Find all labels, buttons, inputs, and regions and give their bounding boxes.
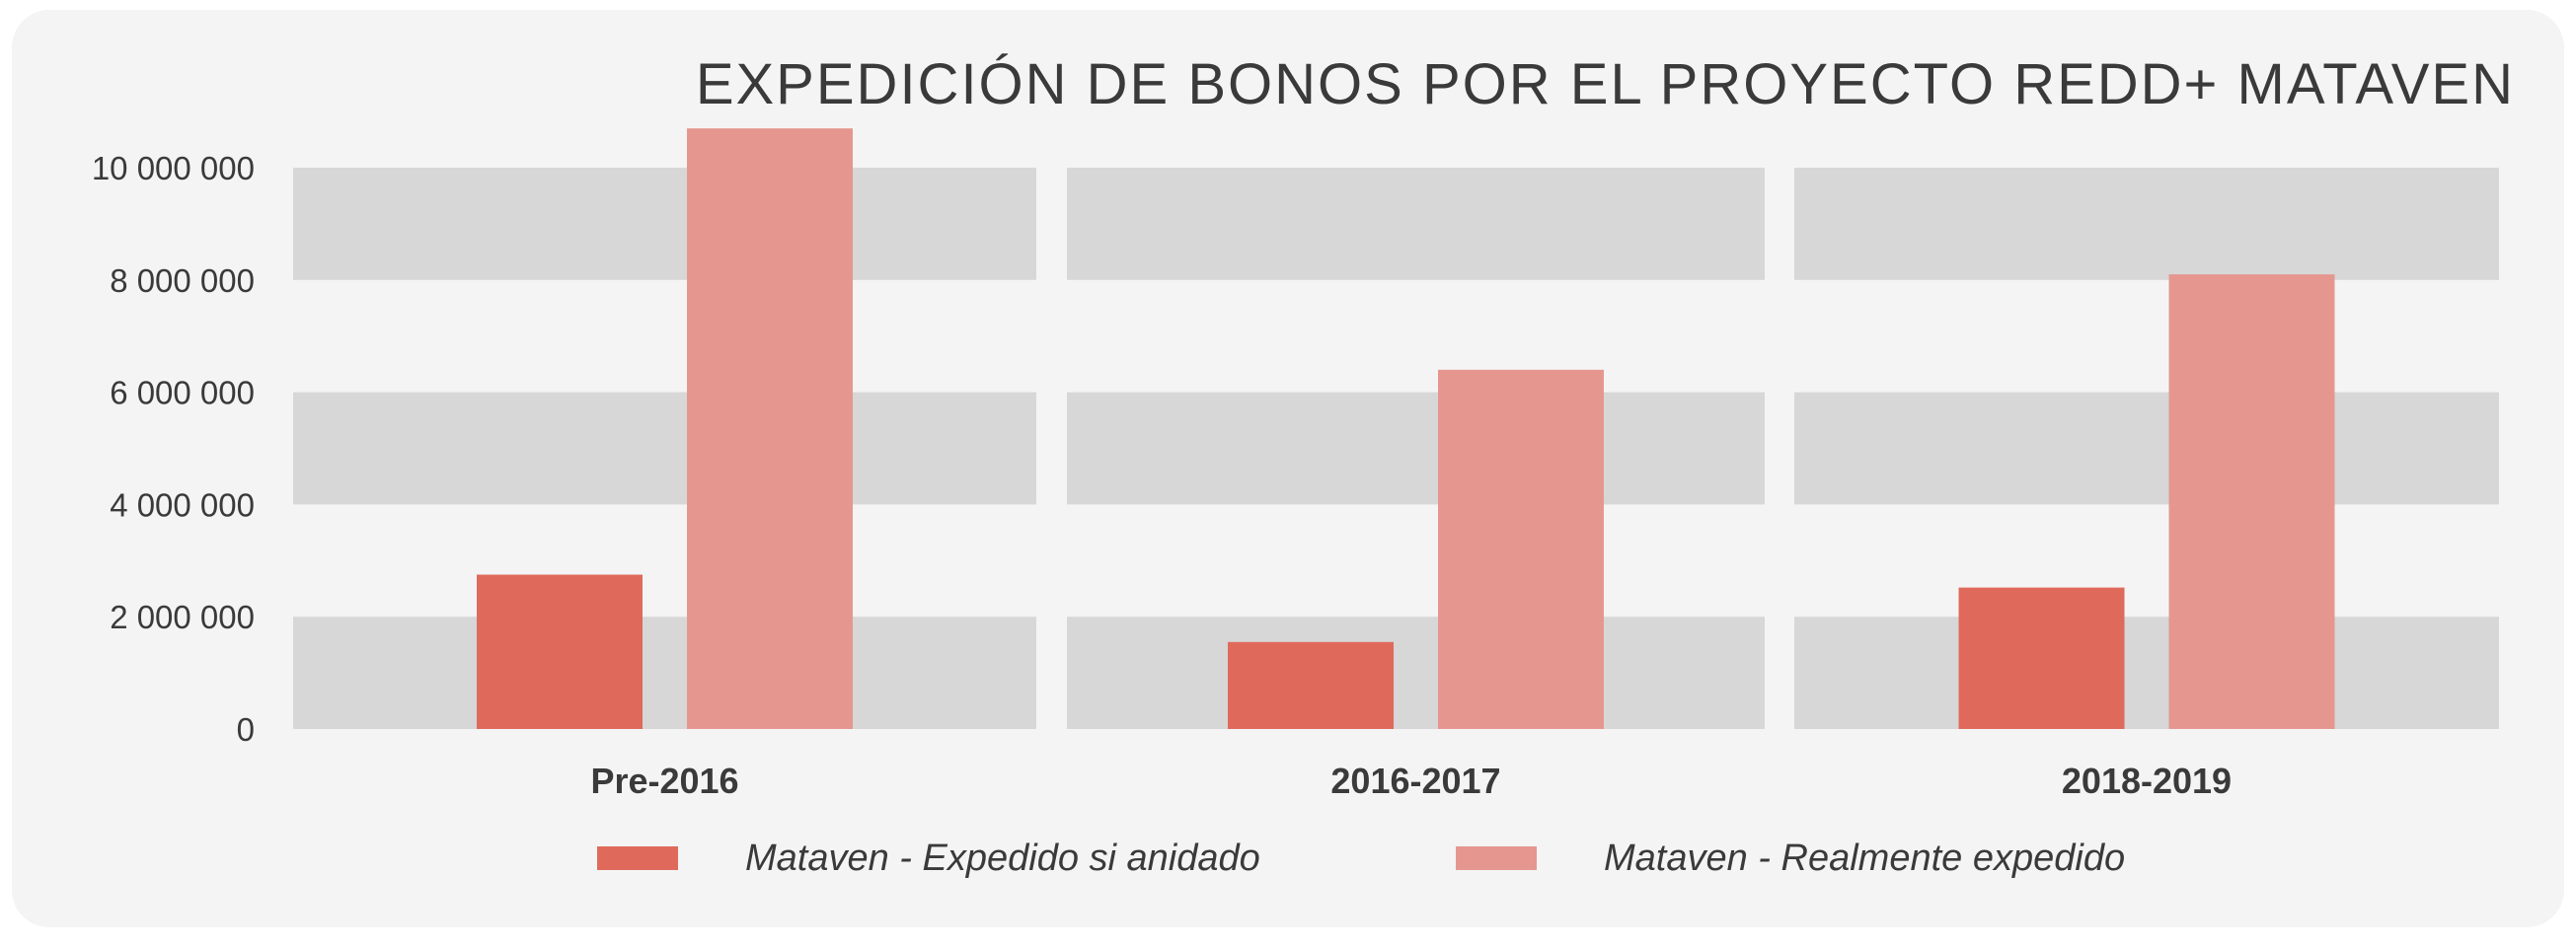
- bar-expedido-si-anidado: [477, 574, 643, 729]
- y-tick-label: 0: [237, 711, 255, 748]
- bar-expedido-si-anidado: [1958, 587, 2125, 729]
- grid-band: [1794, 617, 2499, 729]
- bar-realmente-expedido: [1438, 369, 1604, 729]
- grid-band: [1067, 392, 1765, 505]
- x-category-label: Pre-2016: [590, 761, 738, 801]
- grid-band: [293, 617, 1036, 729]
- y-tick-label: 8 000 000: [110, 262, 255, 299]
- legend-label-expedido-si-anidado: Mataven - Expedido si anidado: [745, 837, 1260, 879]
- grid-band: [293, 392, 1036, 505]
- y-tick-label: 2 000 000: [110, 599, 255, 635]
- grid-band: [1794, 392, 2499, 505]
- legend-item-expedido-si-anidado: Mataven - Expedido si anidado: [597, 834, 1260, 883]
- grid-band: [1067, 617, 1765, 729]
- y-tick-label: 6 000 000: [110, 375, 255, 411]
- legend-swatch-realmente-expedido: [1456, 846, 1537, 870]
- legend-label-realmente-expedido: Mataven - Realmente expedido: [1604, 837, 2126, 879]
- x-category-label: 2018-2019: [2062, 761, 2232, 801]
- bar-realmente-expedido: [687, 128, 853, 730]
- legend-swatch-expedido-si-anidado: [597, 846, 678, 870]
- y-tick-label: 4 000 000: [110, 486, 255, 523]
- grid-band: [1067, 168, 1765, 280]
- x-category-label: 2016-2017: [1330, 761, 1500, 801]
- bar-realmente-expedido: [2168, 274, 2335, 729]
- y-tick-label: 10 000 000: [92, 150, 255, 186]
- chart-title: EXPEDICIÓN DE BONOS POR EL PROYECTO REDD…: [695, 52, 2515, 116]
- bar-expedido-si-anidado: [1228, 641, 1394, 729]
- grid-band: [1794, 168, 2499, 280]
- grid-band: [293, 168, 1036, 280]
- legend-item-realmente-expedido: Mataven - Realmente expedido: [1456, 834, 2125, 883]
- legend: Mataven - Expedido si anidado Mataven - …: [0, 834, 2576, 883]
